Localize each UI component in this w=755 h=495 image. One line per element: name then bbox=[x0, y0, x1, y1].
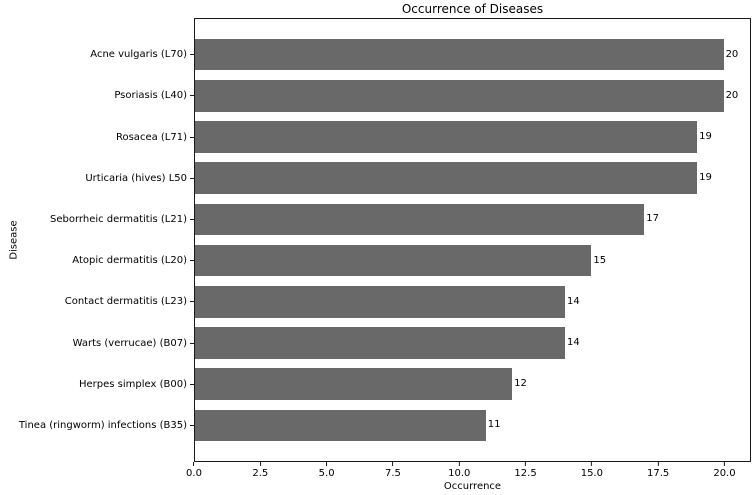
bar-value-label: 15 bbox=[593, 254, 607, 266]
bar bbox=[195, 244, 592, 277]
x-tick-label: 20.0 bbox=[713, 468, 736, 479]
bar-row: 14 bbox=[195, 281, 750, 322]
y-tick-mark bbox=[190, 95, 194, 97]
y-tick-row: Seborrheic dermatitis (L21) bbox=[0, 199, 194, 240]
bar bbox=[195, 162, 698, 195]
y-tick-mark bbox=[190, 383, 194, 385]
category-label: Rosacea (L71) bbox=[115, 131, 187, 143]
x-tick-mark bbox=[591, 462, 593, 466]
plot-area: 20 20 19 19 17 15 14 14 12 11 bbox=[194, 18, 751, 462]
x-axis-ticks: 0.0 2.5 5.0 7.5 10.0 12.5 15.0 17.5 20.0 bbox=[186, 462, 751, 484]
bar-value-label: 14 bbox=[567, 337, 580, 349]
category-label: Tinea (ringworm) infections (B35) bbox=[18, 419, 187, 431]
bar-row: 17 bbox=[195, 199, 750, 240]
y-tick-row: Acne vulgaris (L70) bbox=[0, 34, 194, 75]
y-tick-row: Herpes simplex (B00) bbox=[0, 364, 194, 405]
bar-row: 19 bbox=[195, 116, 750, 157]
x-tick-label: 12.5 bbox=[514, 468, 537, 479]
x-axis-label: Occurrence bbox=[443, 481, 502, 492]
x-tick: 17.5 bbox=[647, 462, 669, 479]
y-tick-row: Contact dermatitis (L23) bbox=[0, 281, 194, 322]
x-tick-mark bbox=[193, 462, 195, 466]
bar-row: 20 bbox=[195, 75, 750, 116]
y-tick-mark bbox=[190, 260, 194, 262]
bar-value-label: 14 bbox=[567, 295, 580, 307]
category-label: Psoriasis (L40) bbox=[114, 90, 187, 102]
y-tick-mark bbox=[190, 136, 194, 138]
y-tick-mark bbox=[190, 177, 194, 179]
bar-row: 15 bbox=[195, 240, 750, 281]
category-label: Herpes simplex (B00) bbox=[79, 378, 187, 390]
y-tick-mark bbox=[190, 342, 194, 344]
x-tick-mark bbox=[259, 462, 261, 466]
bar bbox=[195, 38, 724, 71]
x-tick: 10.0 bbox=[448, 462, 470, 479]
x-tick-label: 17.5 bbox=[647, 468, 670, 479]
bar bbox=[195, 285, 565, 318]
x-tick-label: 10.0 bbox=[448, 468, 471, 479]
x-tick-label: 2.5 bbox=[252, 468, 269, 479]
y-tick-mark bbox=[190, 301, 194, 303]
bar-row: 14 bbox=[195, 322, 750, 363]
bar-value-label: 12 bbox=[514, 378, 527, 390]
y-tick-row: Tinea (ringworm) infections (B35) bbox=[0, 405, 194, 446]
x-tick-mark bbox=[525, 462, 527, 466]
bar-value-label: 19 bbox=[699, 172, 712, 184]
x-tick-label: 15.0 bbox=[580, 468, 603, 479]
bar-row: 12 bbox=[195, 364, 750, 405]
bar bbox=[195, 327, 565, 359]
x-tick: 5.0 bbox=[319, 462, 335, 479]
category-label: Urticaria (hives) L50 bbox=[85, 172, 187, 184]
bar bbox=[195, 79, 724, 112]
bar-value-label: 11 bbox=[487, 419, 501, 431]
y-tick-labels: Acne vulgaris (L70) Psoriasis (L40) Rosace… bbox=[0, 18, 194, 462]
category-label: Atopic dermatitis (L20) bbox=[72, 255, 187, 267]
chart-title: Occurrence of Diseases bbox=[401, 2, 544, 16]
y-tick-row: Urticaria (hives) L50 bbox=[0, 158, 194, 199]
x-tick-mark bbox=[326, 462, 328, 466]
x-tick: 20.0 bbox=[713, 462, 736, 479]
x-tick-mark bbox=[657, 462, 659, 466]
category-label: Warts (verrucae) (B07) bbox=[72, 337, 187, 349]
x-tick-label: 7.5 bbox=[384, 468, 401, 479]
bar-row: 19 bbox=[195, 158, 750, 199]
bar-value-label: 19 bbox=[699, 131, 712, 142]
x-tick-label: 5.0 bbox=[318, 468, 335, 479]
bar bbox=[195, 121, 698, 153]
x-tick-mark bbox=[392, 462, 394, 466]
y-tick-row: Rosacea (L71) bbox=[0, 116, 194, 157]
bar bbox=[195, 203, 645, 236]
x-tick: 7.5 bbox=[385, 462, 401, 479]
bar bbox=[195, 368, 513, 401]
x-tick-mark bbox=[723, 462, 725, 466]
x-tick: 15.0 bbox=[581, 462, 603, 479]
bar bbox=[195, 409, 486, 442]
x-tick-label: 0.0 bbox=[186, 468, 202, 479]
y-tick-mark bbox=[190, 424, 194, 426]
y-tick-mark bbox=[190, 218, 194, 220]
bar-value-label: 20 bbox=[725, 89, 739, 101]
bar-value-label: 17 bbox=[646, 213, 660, 225]
y-tick-row: Atopic dermatitis (L20) bbox=[0, 240, 194, 281]
category-label: Contact dermatitis (L23) bbox=[64, 296, 187, 308]
y-tick-mark bbox=[190, 54, 194, 56]
y-tick-row: Warts (verrucae) (B07) bbox=[0, 322, 194, 363]
x-tick: 2.5 bbox=[252, 462, 268, 479]
bar-row: 11 bbox=[195, 405, 750, 446]
x-tick: 0.0 bbox=[186, 462, 202, 479]
category-label: Acne vulgaris (L70) bbox=[90, 49, 187, 61]
category-label: Seborrheic dermatitis (L21) bbox=[50, 213, 187, 225]
x-tick: 12.5 bbox=[514, 462, 537, 479]
bar-value-label: 20 bbox=[725, 48, 739, 60]
bar-row: 20 bbox=[195, 34, 750, 75]
y-tick-row: Psoriasis (L40) bbox=[0, 75, 194, 116]
x-tick-mark bbox=[458, 462, 460, 466]
